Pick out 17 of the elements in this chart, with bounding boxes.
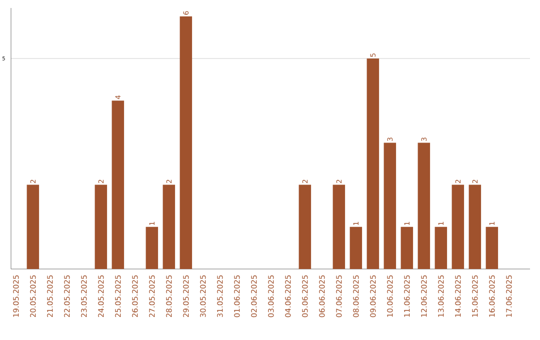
bar [384,142,396,269]
bar [112,100,124,269]
bar [434,226,448,269]
bar [400,226,414,269]
bar [468,184,482,269]
bar [180,16,192,269]
bar [486,226,498,269]
bar [332,184,346,269]
bar [452,184,464,269]
bar [162,184,176,269]
bar [350,226,362,269]
bar [94,184,108,269]
bar [146,226,158,269]
bar [26,184,40,269]
bar [298,184,312,269]
bar [418,142,430,269]
bar [366,58,380,269]
